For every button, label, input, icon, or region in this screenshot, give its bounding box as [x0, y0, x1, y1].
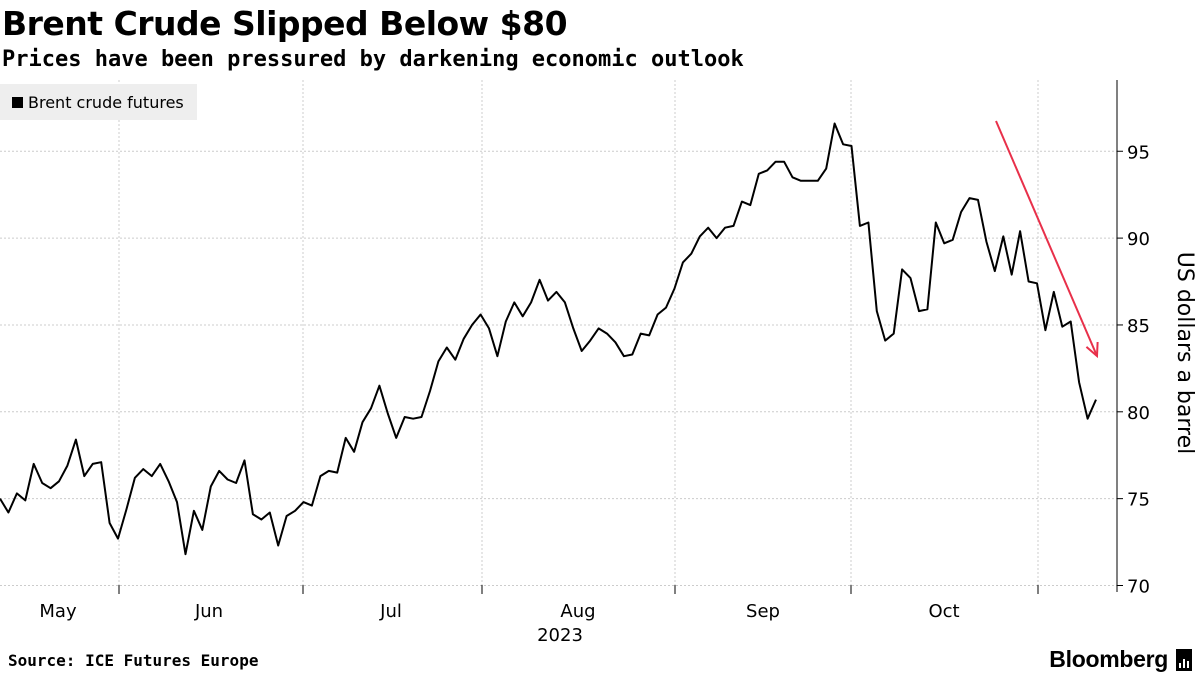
x-tick-label-sep: Sep: [746, 601, 780, 622]
y-tick-label-95: 95: [1127, 142, 1150, 163]
legend-label: Brent crude futures: [28, 92, 184, 112]
y-tick-label-80: 80: [1127, 403, 1150, 424]
trend-arrow-shaft: [995, 120, 1098, 357]
series-line-brent: [0, 122, 1097, 556]
y-tick-label-90: 90: [1127, 229, 1150, 250]
x-year-label: 2023: [537, 625, 583, 646]
y-axis-title: US dollars a barrel: [1172, 252, 1197, 454]
x-tick-label-may: May: [39, 601, 77, 622]
chart-subtitle: Prices have been pressured by darkening …: [2, 47, 744, 72]
legend: Brent crude futures: [0, 84, 197, 120]
x-tick-label-jul: Jul: [379, 601, 402, 622]
trend-arrow-head: [1085, 341, 1099, 359]
brand-logo: Bloomberg: [1049, 646, 1168, 672]
chart-icon: [1176, 649, 1192, 671]
x-tick-label-oct: Oct: [928, 601, 959, 622]
y-tick-label-75: 75: [1127, 490, 1150, 511]
legend-swatch: [12, 96, 23, 108]
x-tick-label-aug: Aug: [560, 601, 595, 622]
x-tick-label-jun: Jun: [194, 601, 223, 622]
chart-title: Brent Crude Slipped Below $80: [2, 4, 568, 43]
source-note: Source: ICE Futures Europe: [8, 651, 259, 670]
y-tick-label-85: 85: [1127, 316, 1150, 337]
y-tick-label-70: 70: [1127, 577, 1150, 598]
